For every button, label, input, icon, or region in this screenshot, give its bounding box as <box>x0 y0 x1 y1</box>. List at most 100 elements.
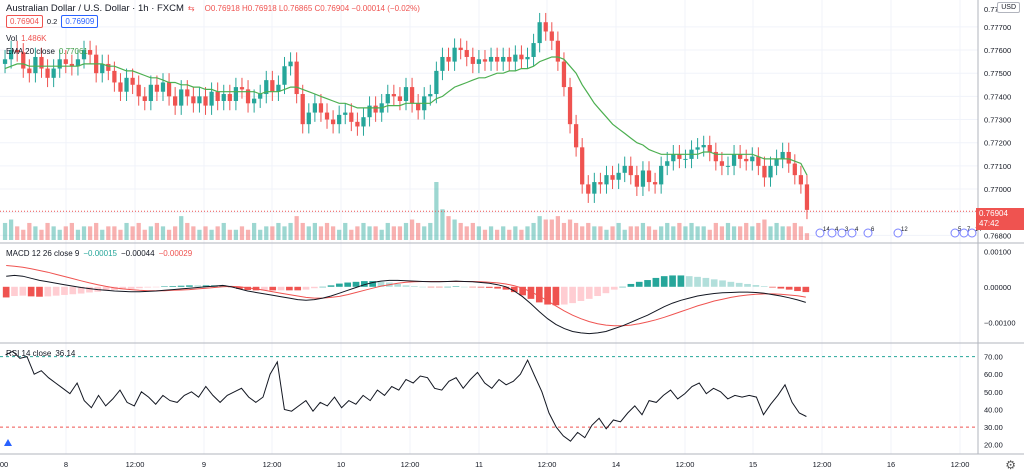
candle-body[interactable] <box>203 96 208 106</box>
candle-body[interactable] <box>355 121 360 127</box>
candle-body[interactable] <box>731 154 737 166</box>
candle-body[interactable] <box>306 112 311 125</box>
ema-legend[interactable]: EMA 20 close 0.77061 <box>6 47 88 56</box>
candle-body[interactable] <box>446 56 451 62</box>
volume-legend[interactable]: Vol 1.486K <box>6 34 46 43</box>
macd-legend[interactable]: MACD 12 26 close 9 −0.00015 −0.00044 −0.… <box>6 249 192 258</box>
candle-body[interactable] <box>713 151 718 162</box>
candle-body[interactable] <box>51 68 56 78</box>
economic-event-marker[interactable] <box>967 228 977 238</box>
candle-body[interactable] <box>640 170 646 187</box>
candle-body[interactable] <box>81 50 87 60</box>
candle-body[interactable] <box>470 56 475 64</box>
economic-event-marker[interactable] <box>893 228 903 238</box>
candle-body[interactable] <box>87 50 93 55</box>
candle-body[interactable] <box>209 91 214 106</box>
candle-body[interactable] <box>197 96 202 104</box>
candle-body[interactable] <box>173 96 178 106</box>
candle-body[interactable] <box>573 124 579 148</box>
candle-body[interactable] <box>409 87 415 104</box>
rsi-pane[interactable] <box>0 350 978 442</box>
candle-body[interactable] <box>434 70 439 95</box>
candle-body[interactable] <box>671 154 676 162</box>
candle-body[interactable] <box>300 94 305 125</box>
candle-body[interactable] <box>798 175 804 185</box>
candle-body[interactable] <box>513 54 518 62</box>
candle-body[interactable] <box>519 54 524 60</box>
candle-body[interactable] <box>738 154 743 159</box>
candle-body[interactable] <box>57 59 62 69</box>
candle-body[interactable] <box>762 165 767 178</box>
candle-body[interactable] <box>628 165 633 176</box>
candle-body[interactable] <box>21 52 26 69</box>
economic-event-marker[interactable] <box>837 228 847 238</box>
candle-body[interactable] <box>652 182 658 185</box>
candle-body[interactable] <box>561 61 567 88</box>
candle-body[interactable] <box>27 68 32 74</box>
candle-body[interactable] <box>677 154 682 159</box>
candle-body[interactable] <box>592 182 597 194</box>
candle-body[interactable] <box>768 165 773 178</box>
candle-body[interactable] <box>270 80 275 92</box>
candle-body[interactable] <box>100 63 105 74</box>
candle-body[interactable] <box>634 175 639 187</box>
candle-body[interactable] <box>646 170 652 183</box>
candle-body[interactable] <box>549 31 554 41</box>
candle-body[interactable] <box>118 82 123 92</box>
candle-body[interactable] <box>15 50 20 53</box>
candle-body[interactable] <box>786 151 791 164</box>
candle-body[interactable] <box>221 94 226 101</box>
candle-body[interactable] <box>397 96 403 101</box>
candle-body[interactable] <box>324 112 330 120</box>
candle-body[interactable] <box>586 184 591 194</box>
candle-body[interactable] <box>707 145 712 152</box>
candle-body[interactable] <box>744 158 749 162</box>
candle-body[interactable] <box>312 103 317 113</box>
candle-body[interactable] <box>185 89 190 97</box>
candle-body[interactable] <box>330 119 336 125</box>
candle-body[interactable] <box>567 87 573 125</box>
candle-body[interactable] <box>179 89 184 106</box>
candle-body[interactable] <box>191 96 196 104</box>
candle-body[interactable] <box>452 47 457 62</box>
candle-body[interactable] <box>233 87 239 101</box>
candle-body[interactable] <box>282 66 287 85</box>
candle-body[interactable] <box>367 105 372 118</box>
candle-body[interactable] <box>507 56 512 62</box>
candle-body[interactable] <box>622 165 627 173</box>
candle-body[interactable] <box>337 114 342 125</box>
candle-body[interactable] <box>792 163 797 176</box>
candle-body[interactable] <box>106 63 111 71</box>
currency-badge[interactable]: USD <box>997 2 1020 13</box>
candle-body[interactable] <box>659 165 664 185</box>
candle-body[interactable] <box>75 59 81 67</box>
candle-body[interactable] <box>683 158 688 160</box>
candle-body[interactable] <box>361 117 366 127</box>
sell-button[interactable]: 0.76904 <box>6 15 43 28</box>
candle-body[interactable] <box>774 158 779 166</box>
candle-body[interactable] <box>276 84 281 92</box>
candle-body[interactable] <box>495 56 500 62</box>
candle-body[interactable] <box>555 40 561 62</box>
candle-body[interactable] <box>580 147 585 185</box>
candle-body[interactable] <box>598 182 603 185</box>
candle-body[interactable] <box>288 61 293 67</box>
candle-body[interactable] <box>239 87 245 90</box>
candle-body[interactable] <box>318 103 324 113</box>
candle-body[interactable] <box>349 112 354 122</box>
candle-body[interactable] <box>2 59 8 64</box>
candle-body[interactable] <box>166 82 172 97</box>
candle-body[interactable] <box>8 50 14 60</box>
candle-body[interactable] <box>440 56 445 71</box>
candle-body[interactable] <box>227 94 232 101</box>
candle-body[interactable] <box>215 91 220 101</box>
candle-body[interactable] <box>264 80 269 95</box>
economic-event-marker[interactable] <box>827 228 837 238</box>
candle-body[interactable] <box>780 151 785 159</box>
candle-body[interactable] <box>610 175 615 180</box>
candle-body[interactable] <box>154 84 160 92</box>
candle-body[interactable] <box>476 59 482 64</box>
candle-body[interactable] <box>725 165 731 167</box>
candle-body[interactable] <box>142 96 147 101</box>
